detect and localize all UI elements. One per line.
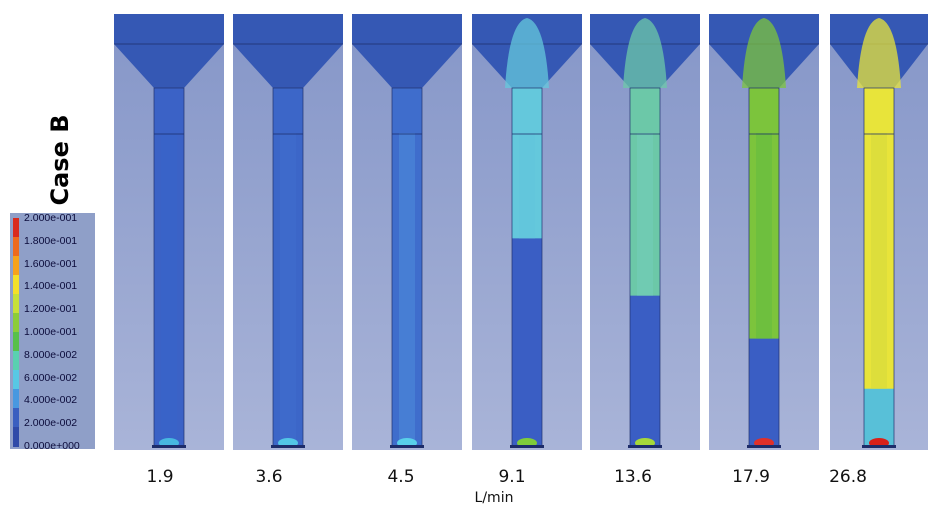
tube-core bbox=[399, 133, 415, 446]
funnel-plume bbox=[505, 18, 549, 88]
color-legend: 2.000e-001 1.800e-001 1.600e-001 1.400e-001… bbox=[10, 212, 95, 452]
flow-rate-label: 26.8 bbox=[829, 467, 867, 487]
flow-rate-label: 9.1 bbox=[498, 467, 526, 487]
tube-base bbox=[510, 445, 544, 448]
legend-tick-label: 2.000e-001 bbox=[24, 212, 78, 224]
tube-core bbox=[519, 133, 535, 239]
tube-base bbox=[271, 445, 305, 448]
funnel-top bbox=[233, 14, 343, 44]
tube-base bbox=[390, 445, 424, 448]
tube-core bbox=[756, 133, 772, 339]
flow-rate-label: 17.9 bbox=[732, 467, 770, 487]
case-label-text: Case B bbox=[46, 114, 74, 206]
legend-swatch bbox=[13, 332, 19, 352]
tube-core bbox=[637, 133, 653, 296]
legend-tick-label: 1.600e-001 bbox=[24, 257, 78, 270]
legend-swatch bbox=[13, 370, 19, 390]
case-label: Case B bbox=[40, 110, 80, 210]
legend-tick-label: 1.200e-001 bbox=[24, 303, 78, 316]
legend-swatch bbox=[13, 275, 19, 295]
contour-panel bbox=[709, 14, 819, 450]
legend-swatch bbox=[13, 313, 19, 333]
legend-swatch bbox=[13, 256, 19, 276]
funnel-plume bbox=[623, 18, 667, 88]
tube-base bbox=[862, 445, 896, 448]
unit-label: L/min bbox=[474, 490, 514, 506]
contour-panel bbox=[830, 14, 928, 450]
legend-tick-label: 8.000e-002 bbox=[24, 348, 78, 361]
flow-rate-label: 3.6 bbox=[255, 467, 283, 487]
funnel-cone bbox=[114, 44, 224, 88]
legend-tick-label: 6.000e-002 bbox=[24, 371, 78, 384]
contour-panel bbox=[114, 14, 224, 450]
legend-swatch bbox=[13, 408, 19, 428]
tube-core bbox=[161, 133, 177, 446]
tube-core bbox=[871, 133, 887, 389]
funnel-cone bbox=[352, 44, 462, 88]
legend-tick-label: 1.400e-001 bbox=[24, 280, 78, 293]
tube-core bbox=[280, 133, 296, 446]
legend-swatch bbox=[13, 294, 19, 314]
tube-base bbox=[152, 445, 186, 448]
contour-panel bbox=[590, 14, 700, 450]
funnel-plume bbox=[857, 18, 901, 88]
legend-swatch bbox=[13, 389, 19, 409]
legend-swatch bbox=[13, 427, 19, 447]
tube-base bbox=[747, 445, 781, 448]
legend-tick-label: 0.000e+000 bbox=[24, 440, 80, 452]
contour-panel bbox=[352, 14, 462, 450]
funnel-top bbox=[114, 14, 224, 44]
legend-tick-label: 1.000e-001 bbox=[24, 326, 78, 338]
flow-rate-label: 1.9 bbox=[146, 467, 174, 487]
legend-tick-label: 2.000e-002 bbox=[24, 417, 78, 430]
legend-tick-label: 4.000e-002 bbox=[24, 394, 78, 407]
legend-swatch bbox=[13, 237, 19, 257]
legend-swatch bbox=[13, 218, 19, 238]
flow-rate-label: 13.6 bbox=[614, 467, 652, 487]
legend-tick-label: 1.800e-001 bbox=[24, 234, 78, 247]
contour-panel bbox=[472, 14, 582, 450]
legend-color-bar bbox=[13, 218, 19, 447]
flow-rate-label: 4.5 bbox=[387, 467, 415, 487]
tube-base bbox=[628, 445, 662, 448]
legend-swatch bbox=[13, 351, 19, 371]
funnel-plume bbox=[742, 18, 786, 88]
funnel-cone bbox=[233, 44, 343, 88]
contour-panel bbox=[233, 14, 343, 450]
funnel-top bbox=[352, 14, 462, 44]
